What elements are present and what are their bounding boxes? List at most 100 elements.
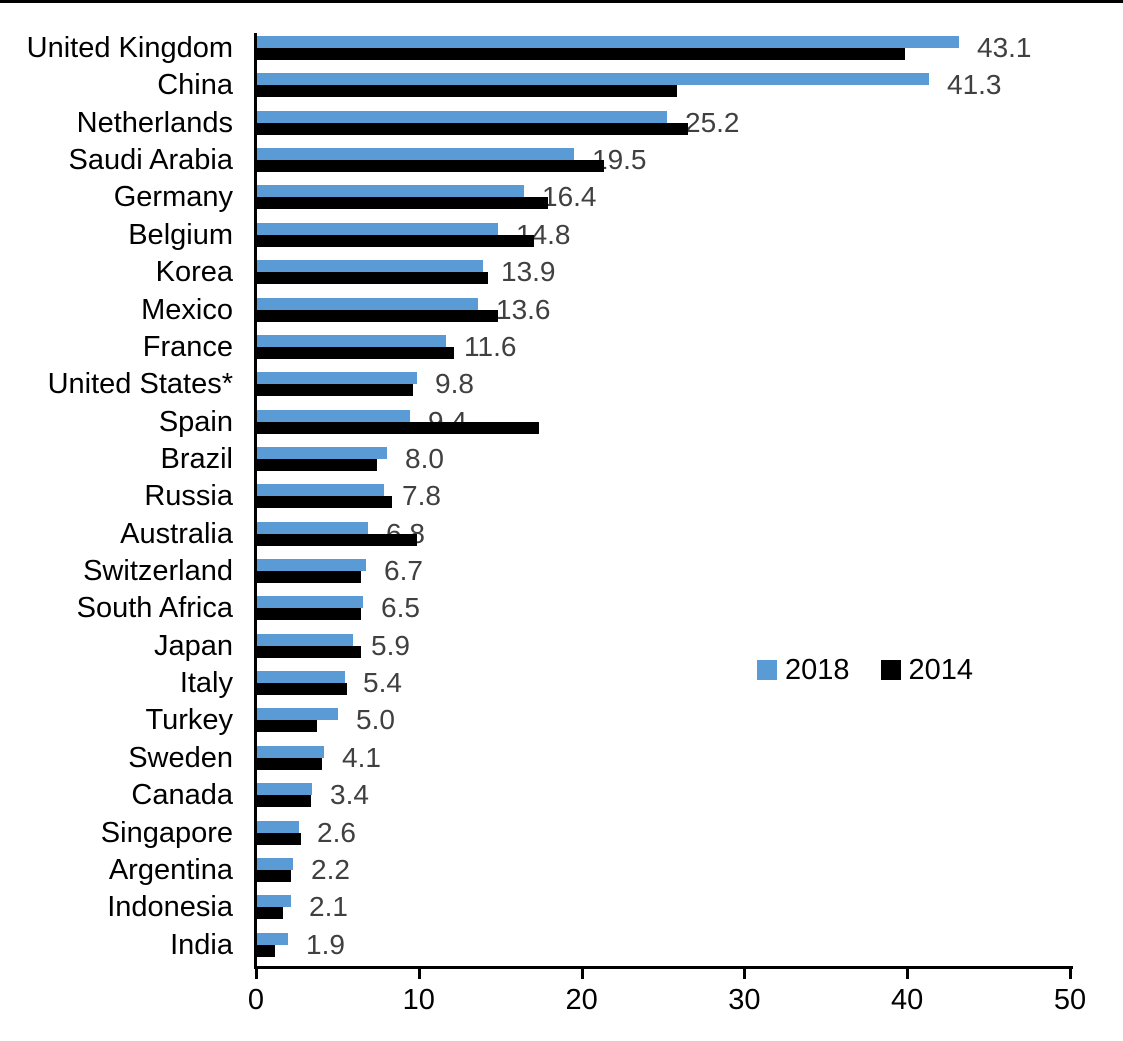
bar-2018 — [257, 820, 299, 833]
bar-2014 — [257, 234, 534, 247]
country-label: Italy — [179, 667, 233, 700]
country-label: Korea — [155, 256, 233, 289]
bar-2018 — [257, 73, 929, 86]
country-label: United Kingdom — [26, 32, 233, 64]
bar-2014 — [257, 122, 688, 135]
bar-2014 — [257, 757, 322, 770]
legend-label-2018: 2018 — [785, 654, 850, 686]
value-label: 5.0 — [356, 704, 395, 736]
bar-2018 — [257, 745, 324, 758]
value-label: 25.2 — [685, 106, 740, 138]
country-label: Switzerland — [83, 555, 233, 588]
bar-2014 — [257, 346, 454, 359]
bar-2018 — [257, 372, 417, 385]
value-label: 43.1 — [977, 32, 1032, 63]
country-label: China — [157, 69, 233, 102]
value-label: 16.4 — [542, 181, 597, 213]
bar-2018 — [257, 148, 574, 161]
country-label: Sweden — [128, 741, 233, 774]
x-tick-label: 40 — [891, 984, 924, 1016]
bar-2018 — [257, 783, 312, 796]
x-tick-label: 0 — [247, 984, 265, 1016]
value-label: 11.6 — [464, 330, 517, 362]
value-label: 6.7 — [384, 555, 423, 587]
bar-2018 — [257, 671, 345, 684]
value-label: 41.3 — [947, 69, 1002, 101]
bar-2014 — [257, 48, 905, 60]
x-tick — [906, 969, 910, 979]
value-label: 5.4 — [363, 667, 402, 699]
x-axis-line — [254, 966, 1073, 969]
bar-2018 — [257, 857, 293, 870]
value-label: 2.1 — [309, 891, 348, 923]
bar-2018 — [257, 260, 483, 273]
bar-2018 — [257, 446, 387, 459]
value-label: 7.8 — [402, 480, 441, 512]
top-divider-rule — [0, 0, 1123, 3]
bar-2018 — [257, 559, 366, 572]
country-label: Belgium — [128, 218, 233, 251]
bar-2018 — [257, 334, 446, 347]
value-label: 2.6 — [317, 816, 356, 848]
bar-2018 — [257, 708, 338, 721]
bar-2018 — [257, 36, 959, 48]
bar-2014 — [257, 384, 413, 397]
legend-label-2014: 2014 — [908, 654, 974, 686]
x-tick — [580, 969, 584, 979]
bar-2014 — [257, 160, 604, 173]
bar-2014 — [257, 85, 677, 98]
value-label: 3.4 — [330, 779, 369, 811]
country-label: Mexico — [141, 293, 233, 326]
bar-2018 — [257, 633, 353, 646]
value-label: 1.9 — [306, 928, 345, 960]
bar-2014 — [257, 272, 488, 285]
bar-2014 — [257, 795, 311, 808]
value-label: 5.9 — [371, 629, 410, 661]
country-label: Argentina — [108, 853, 233, 886]
bar-2018 — [257, 895, 291, 908]
value-label: 8.0 — [405, 442, 444, 474]
country-label: Canada — [131, 779, 233, 812]
country-label: India — [170, 928, 233, 961]
value-label: 2.2 — [311, 853, 350, 885]
bar-2014 — [257, 421, 539, 434]
country-label: Russia — [144, 480, 233, 513]
bar-2014 — [257, 571, 361, 584]
bar-2014 — [257, 869, 291, 882]
x-tick — [743, 969, 747, 979]
country-label: France — [142, 330, 233, 363]
value-label: 6.5 — [381, 592, 420, 624]
x-tick-label: 30 — [728, 984, 761, 1016]
country-label: Indonesia — [107, 891, 233, 924]
bar-2014 — [257, 907, 283, 920]
bar-2014 — [257, 309, 498, 322]
country-label: Brazil — [160, 442, 233, 475]
country-label: Turkey — [145, 704, 233, 737]
bar-2014 — [257, 458, 377, 471]
country-label: Germany — [113, 181, 233, 214]
country-label: Saudi Arabia — [68, 144, 233, 177]
bar-2014 — [257, 645, 361, 658]
bar-2018 — [257, 484, 384, 497]
country-label: Spain — [158, 405, 233, 438]
bar-2018 — [257, 932, 288, 945]
bar-2018 — [257, 596, 363, 609]
country-label: South Africa — [76, 592, 233, 625]
x-tick-label: 20 — [565, 984, 598, 1016]
legend-swatch-2018 — [757, 660, 777, 680]
country-label: Australia — [120, 517, 233, 550]
y-axis-line — [254, 33, 257, 969]
value-label: 9.8 — [435, 368, 474, 400]
x-tick — [417, 969, 421, 979]
value-label: 13.6 — [496, 293, 551, 325]
bar-2014 — [257, 944, 275, 957]
legend: 2018 2014 — [757, 655, 973, 685]
bar-2018 — [257, 409, 410, 422]
bar-2014 — [257, 496, 392, 509]
bar-2014 — [257, 720, 317, 733]
country-label: United States* — [47, 368, 233, 401]
bar-2018 — [257, 297, 478, 310]
bar-2018 — [257, 110, 667, 123]
country-label: Singapore — [100, 816, 233, 849]
